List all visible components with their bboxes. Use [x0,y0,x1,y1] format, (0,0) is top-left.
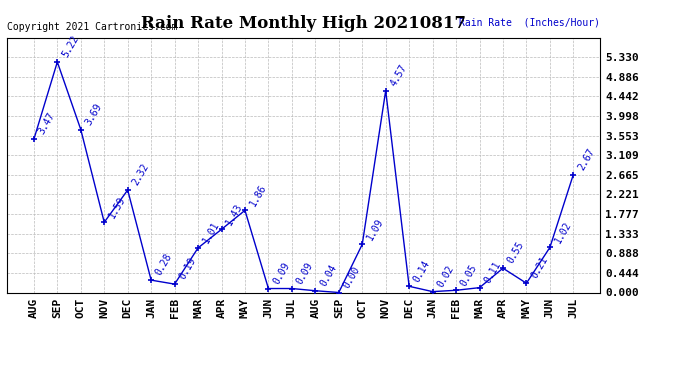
Text: Rain Rate  (Inches/Hour): Rain Rate (Inches/Hour) [460,17,600,27]
Text: 1.09: 1.09 [365,216,386,242]
Text: 5.22: 5.22 [60,34,81,59]
Text: 1.43: 1.43 [224,201,245,226]
Text: 1.86: 1.86 [248,182,268,208]
Text: 3.69: 3.69 [83,101,104,127]
Text: 2.67: 2.67 [576,147,597,172]
Text: 0.09: 0.09 [295,260,315,286]
Text: Rain Rate Monthly High 20210817: Rain Rate Monthly High 20210817 [141,15,466,32]
Text: 0.04: 0.04 [318,262,339,288]
Text: 2.32: 2.32 [130,162,151,187]
Text: 0.09: 0.09 [271,260,292,286]
Text: 0.21: 0.21 [529,255,550,280]
Text: 0.55: 0.55 [506,240,526,266]
Text: 0.05: 0.05 [459,262,480,288]
Text: 0.28: 0.28 [154,252,175,278]
Text: 0.19: 0.19 [177,256,198,281]
Text: 0.14: 0.14 [412,258,433,284]
Text: 1.01: 1.01 [201,220,221,245]
Text: Copyright 2021 Cartronics.com: Copyright 2021 Cartronics.com [7,22,177,32]
Text: 3.47: 3.47 [37,111,57,136]
Text: 1.02: 1.02 [553,219,573,245]
Text: 4.57: 4.57 [388,63,409,88]
Text: 1.59: 1.59 [107,194,128,219]
Text: 0.11: 0.11 [482,260,503,285]
Text: 0.00: 0.00 [342,264,362,290]
Text: 0.02: 0.02 [435,264,456,289]
